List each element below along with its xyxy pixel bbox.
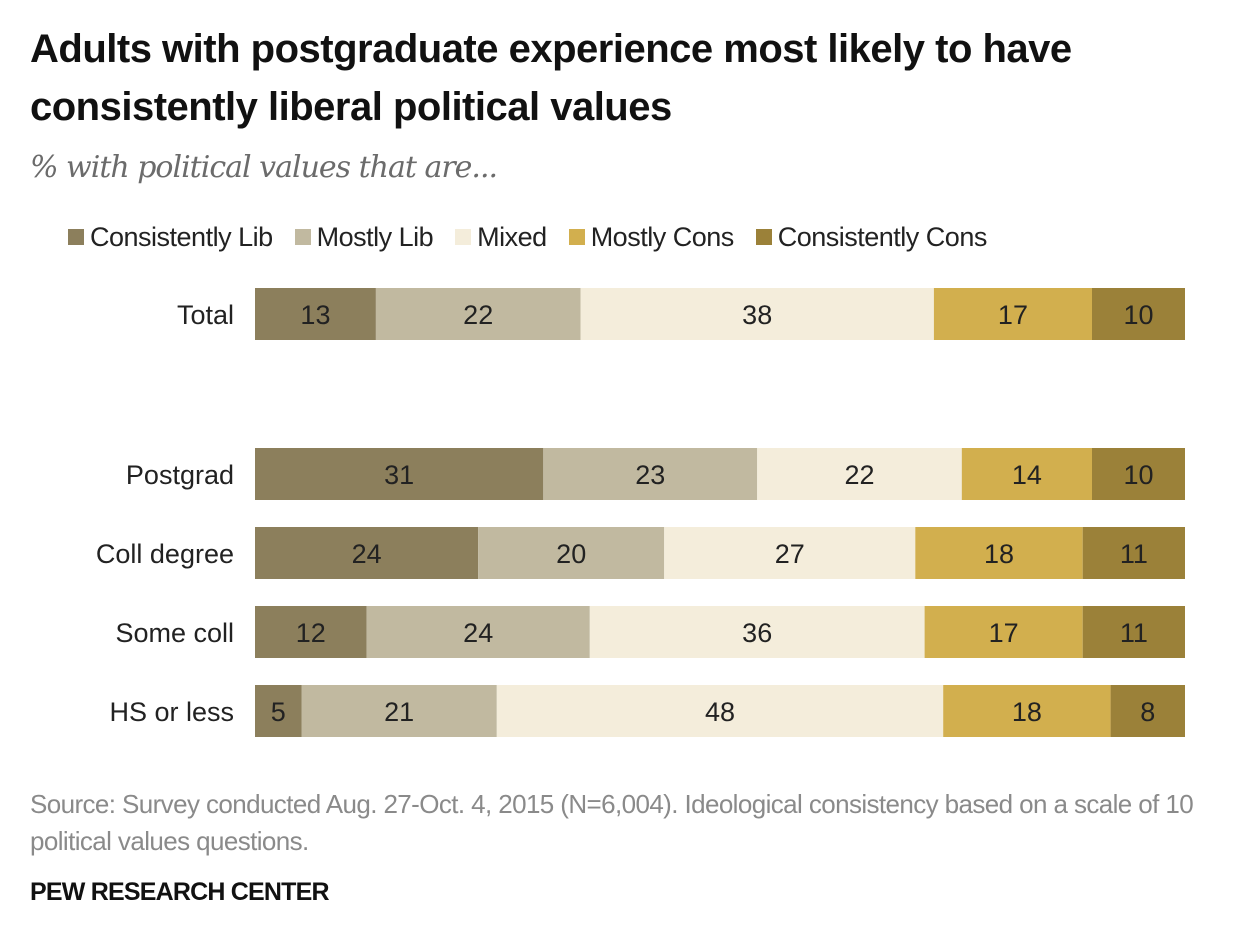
data-label: 23 bbox=[635, 460, 665, 490]
data-label: 24 bbox=[352, 539, 382, 569]
data-label: 36 bbox=[742, 618, 772, 648]
bar-segment bbox=[255, 448, 544, 500]
bar-segment bbox=[375, 288, 581, 340]
data-label: 27 bbox=[775, 539, 805, 569]
bar-segment bbox=[961, 448, 1092, 500]
bar-segment bbox=[580, 288, 934, 340]
category-label: HS or less bbox=[109, 697, 234, 727]
legend-label: Mixed bbox=[477, 221, 547, 252]
legend-item-mostly-cons: Mostly Cons bbox=[568, 221, 735, 253]
bar-segment bbox=[1082, 527, 1185, 579]
bar-segment bbox=[255, 288, 376, 340]
data-label: 18 bbox=[1012, 697, 1042, 727]
data-label: 5 bbox=[271, 697, 286, 727]
stacked-bar-chart: Total 13 22 38 17 10 Postgrad 31 23 22 14 10 Coll de… bbox=[96, 288, 1185, 737]
bar-segment bbox=[1092, 448, 1185, 500]
data-label: 24 bbox=[463, 618, 493, 648]
bar-segment bbox=[757, 448, 962, 500]
legend-label: Mostly Cons bbox=[590, 221, 735, 252]
bar-segment bbox=[478, 527, 665, 579]
legend-label: Consistently Cons bbox=[777, 221, 988, 252]
data-label: 10 bbox=[1123, 300, 1153, 330]
legend-swatch bbox=[568, 229, 585, 245]
bar-segment bbox=[366, 606, 590, 658]
bar-row: Some coll 12 24 36 17 11 bbox=[115, 606, 1185, 658]
bar-segment bbox=[255, 606, 367, 658]
legend-label: Mostly Lib bbox=[316, 221, 434, 252]
bar-segment bbox=[664, 527, 916, 579]
bar-segment bbox=[915, 527, 1083, 579]
bar-segment bbox=[943, 685, 1111, 737]
legend-swatch bbox=[68, 229, 84, 245]
data-label: 38 bbox=[742, 300, 772, 330]
bar-segment bbox=[1082, 606, 1185, 658]
legend: Consistently Lib Mostly Lib Mixed Mostly… bbox=[68, 220, 1009, 254]
data-label: 22 bbox=[844, 460, 874, 490]
bar-segment bbox=[589, 606, 925, 658]
data-label: 14 bbox=[1012, 460, 1042, 490]
legend-item-consistently-cons: Consistently Cons bbox=[755, 221, 988, 253]
legend-item-mostly-lib: Mostly Lib bbox=[294, 221, 434, 253]
bar-segment bbox=[924, 606, 1083, 658]
bar-segment bbox=[543, 448, 758, 500]
data-label: 11 bbox=[1120, 539, 1148, 569]
data-label: 21 bbox=[384, 697, 414, 727]
chart-subtitle: % with political values that are... bbox=[30, 150, 498, 185]
data-label: 10 bbox=[1123, 460, 1153, 490]
bar-row: HS or less 5 21 48 18 8 bbox=[109, 685, 1185, 737]
category-label: Total bbox=[177, 300, 234, 330]
data-label: 17 bbox=[989, 618, 1019, 648]
legend-swatch bbox=[455, 229, 472, 245]
legend-swatch bbox=[755, 229, 772, 245]
source-note: Source: Survey conducted Aug. 27-Oct. 4,… bbox=[30, 789, 1194, 856]
data-label: 12 bbox=[296, 618, 326, 648]
bar-segment bbox=[1092, 288, 1185, 340]
bar-segment bbox=[255, 527, 479, 579]
legend-item-mixed: Mixed bbox=[455, 222, 547, 253]
data-label: 18 bbox=[984, 539, 1014, 569]
bar-row: Postgrad 31 23 22 14 10 bbox=[126, 448, 1185, 500]
data-label: 48 bbox=[705, 697, 735, 727]
data-label: 20 bbox=[556, 539, 586, 569]
category-label: Coll degree bbox=[96, 539, 234, 569]
data-label: 8 bbox=[1140, 697, 1155, 727]
legend-label: Consistently Lib bbox=[90, 221, 273, 252]
legend-item-consistently-lib: Consistently Lib bbox=[68, 222, 273, 253]
data-label: 31 bbox=[384, 460, 414, 490]
bar-segment bbox=[496, 685, 944, 737]
bar-row: Coll degree 24 20 27 18 11 bbox=[96, 527, 1185, 579]
data-label: 22 bbox=[463, 300, 493, 330]
category-label: Postgrad bbox=[126, 460, 234, 490]
brand-credit: PEW RESEARCH CENTER bbox=[30, 878, 330, 906]
bar-segment bbox=[1110, 685, 1185, 737]
data-label: 17 bbox=[998, 300, 1028, 330]
bar-row: Total 13 22 38 17 10 bbox=[177, 288, 1185, 340]
category-label: Some coll bbox=[115, 618, 234, 648]
bar-segment bbox=[301, 685, 497, 737]
bar-segment bbox=[255, 685, 302, 737]
data-label: 11 bbox=[1120, 618, 1148, 648]
chart-title: Adults with postgraduate experience most… bbox=[30, 27, 1072, 129]
bar-segment bbox=[933, 288, 1092, 340]
data-label: 13 bbox=[300, 300, 330, 330]
legend-swatch bbox=[294, 229, 311, 245]
